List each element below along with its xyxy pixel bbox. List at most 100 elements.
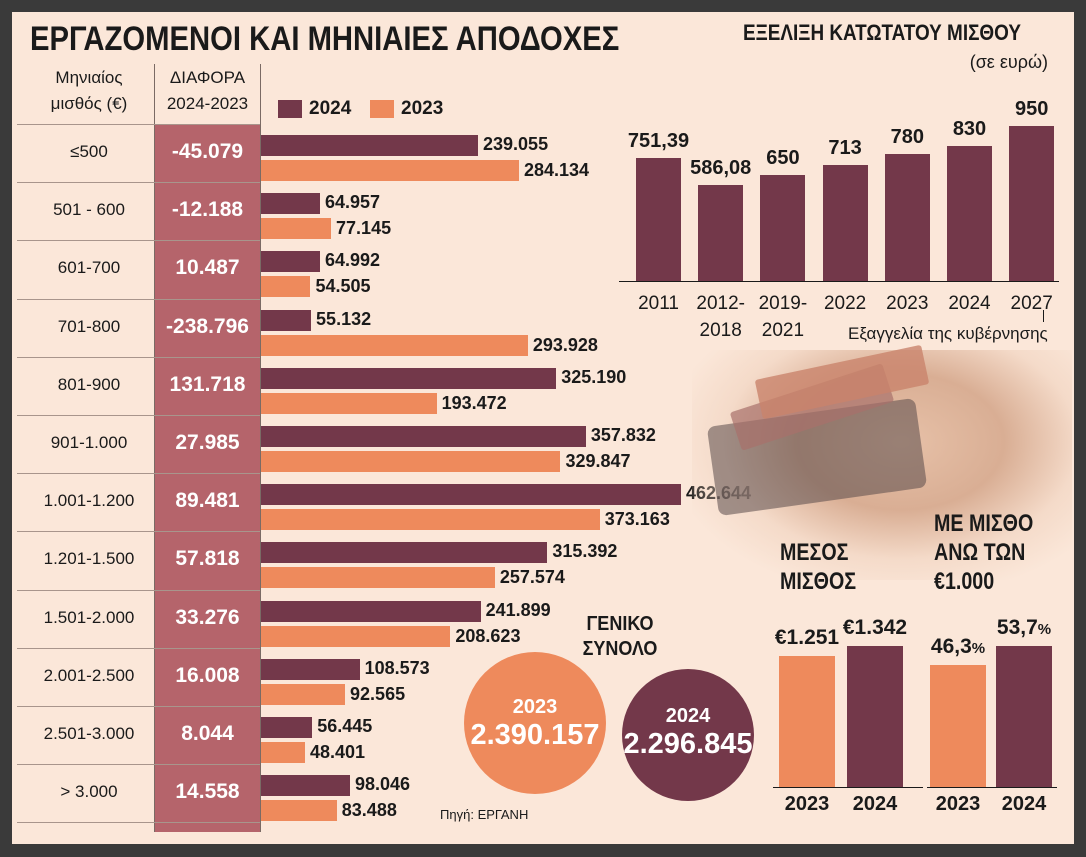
row-divider: [17, 589, 260, 591]
min-wage-year-line: 2018: [699, 320, 742, 341]
difference-value: -238.796: [166, 314, 249, 338]
salary-range-label: 1.501-2.000: [43, 607, 135, 627]
bar-value-2023: 373.163: [604, 509, 670, 530]
total-title-line2: ΣΥΝΟΛΟ: [582, 638, 658, 660]
avg-salary-title: ΜΕΣΟΣ ΜΙΣΘΟΣ: [780, 538, 856, 596]
bar-value-2024: 357.832: [590, 425, 656, 445]
comparison-year: 2024: [1001, 793, 1047, 815]
row-divider: [17, 764, 260, 766]
bar-value-2024: 56.445: [317, 716, 373, 736]
row-divider: [17, 415, 260, 416]
min-wage-year: 2022: [810, 290, 880, 317]
legend-2024: 2024: [278, 98, 351, 120]
bar-2023: [261, 276, 311, 298]
min-wage-bar: [636, 158, 681, 281]
bar-2024: [261, 426, 586, 447]
salary-range-label: 801-900: [57, 374, 121, 394]
share-title-line1: ΜΕ ΜΙΣΘΟ: [934, 510, 1034, 537]
row-divider: [17, 298, 260, 300]
bar-value-2024: 241.899: [485, 599, 551, 620]
min-wage-value: 650: [766, 146, 800, 169]
min-wage-bar: [884, 153, 930, 281]
row-divider: [17, 647, 260, 649]
bar-value-2023: 257.574: [499, 567, 565, 588]
difference-value: 10.487: [175, 256, 240, 280]
table-divider-left: [154, 64, 155, 832]
min-wage-year-line: 2027: [1010, 293, 1053, 314]
difference-value: 14.558: [175, 780, 240, 804]
bar-2023: [261, 160, 519, 181]
min-wage-year: 2019- 2021: [748, 290, 818, 344]
bar-value-2024: 98.046: [355, 774, 411, 795]
source-note: Πηγή: ΕΡΓΑΝΗ: [440, 807, 529, 822]
bar-value-2024: 64.992: [325, 250, 381, 271]
avg-salary-axis: [773, 787, 923, 788]
share-title-line2: ΑΝΩ ΤΩΝ: [934, 539, 1026, 566]
row-divider: [17, 473, 260, 475]
diff-header-line2: 2024-2023: [166, 94, 249, 113]
avg-salary-title-line2: ΜΙΣΘΟΣ: [780, 568, 857, 595]
bar-2023: [261, 800, 337, 822]
difference-value: -45.079: [171, 140, 244, 163]
table-divider-right: [260, 64, 261, 832]
bar-2023: [261, 742, 305, 763]
total-title-line1: ΓΕΝΙΚΟ: [586, 613, 654, 635]
infographic-panel: ΕΡΓΑΖΟΜΕΝΟΙ ΚΑΙ ΜΗΝΙΑΙΕΣ ΑΠΟΔΟΧΕΣ Μηνιαί…: [12, 12, 1074, 844]
bar-value-2023: 48.401: [309, 742, 365, 762]
bar-value-2023: 208.623: [455, 625, 521, 646]
bar-value-2023: 193.472: [441, 392, 507, 413]
salary-range-label: > 3.000: [60, 782, 118, 802]
share-axis: [927, 787, 1057, 788]
bar-2024: [261, 135, 479, 156]
bar-2024: [261, 251, 320, 273]
min-wage-year: 2011: [624, 290, 694, 317]
legend-2023: 2023: [370, 98, 443, 120]
bar-2023: [261, 218, 332, 240]
comparison-value: 46,3%: [930, 635, 986, 659]
row-divider: [17, 706, 260, 707]
unit-suffix: %: [971, 640, 986, 658]
min-wage-value: 586,08: [690, 157, 752, 180]
difference-value: -12.188: [171, 198, 244, 222]
salary-header-line1: Μηνιαίος: [55, 68, 123, 87]
bar-value-2023: 329.847: [565, 451, 631, 471]
diff-header: ΔΙΑΦΟΡΑ 2024-2023: [155, 65, 260, 117]
bar-value-2023: 293.928: [532, 334, 598, 355]
comparison-bar: [847, 646, 903, 787]
comparison-bar: [930, 665, 986, 787]
salary-range-label: 1.001-1.200: [43, 491, 135, 511]
bar-value-2024: 325.190: [561, 366, 627, 387]
minimum-wage-subtitle: (σε ευρώ): [969, 52, 1048, 72]
bar-2023: [261, 683, 346, 705]
legend-label-2023: 2023: [401, 98, 444, 119]
salary-range-label: 501 - 600: [53, 200, 125, 220]
min-wage-year-line: 2022: [823, 293, 867, 314]
total-year-2023: 2023: [512, 696, 558, 718]
unit-suffix: %: [1037, 621, 1052, 638]
comparison-year: 2024: [852, 793, 898, 815]
difference-value: 131.718: [169, 372, 246, 396]
salary-range-label: 2.501-3.000: [43, 724, 135, 743]
min-wage-value: 751,39: [627, 130, 690, 153]
salary-header-line2: μισθός (€): [50, 94, 128, 113]
bar-2023: [261, 334, 528, 356]
min-wage-year-line: 2023: [886, 293, 929, 314]
row-divider: [17, 822, 260, 824]
bar-2023: [261, 567, 495, 589]
legend-swatch-2023: [370, 100, 394, 118]
avg-salary-title-line1: ΜΕΣΟΣ: [780, 539, 849, 566]
bar-value-2023: 83.488: [341, 800, 397, 821]
min-wage-value: 713: [828, 136, 862, 159]
min-wage-value: 830: [952, 117, 987, 140]
salary-range-label: 601-700: [57, 258, 121, 278]
difference-value: 33.276: [175, 605, 240, 629]
comparison-year: 2023: [784, 793, 830, 815]
difference-value: 8.044: [181, 722, 234, 745]
annotation-tick: [1043, 310, 1044, 322]
bar-value-2024: 108.573: [364, 657, 430, 678]
salary-range-label: 901-1.000: [50, 433, 128, 452]
bar-value-2024: 55.132: [316, 308, 372, 329]
comparison-year: 2023: [935, 793, 981, 815]
row-divider: [17, 240, 260, 242]
